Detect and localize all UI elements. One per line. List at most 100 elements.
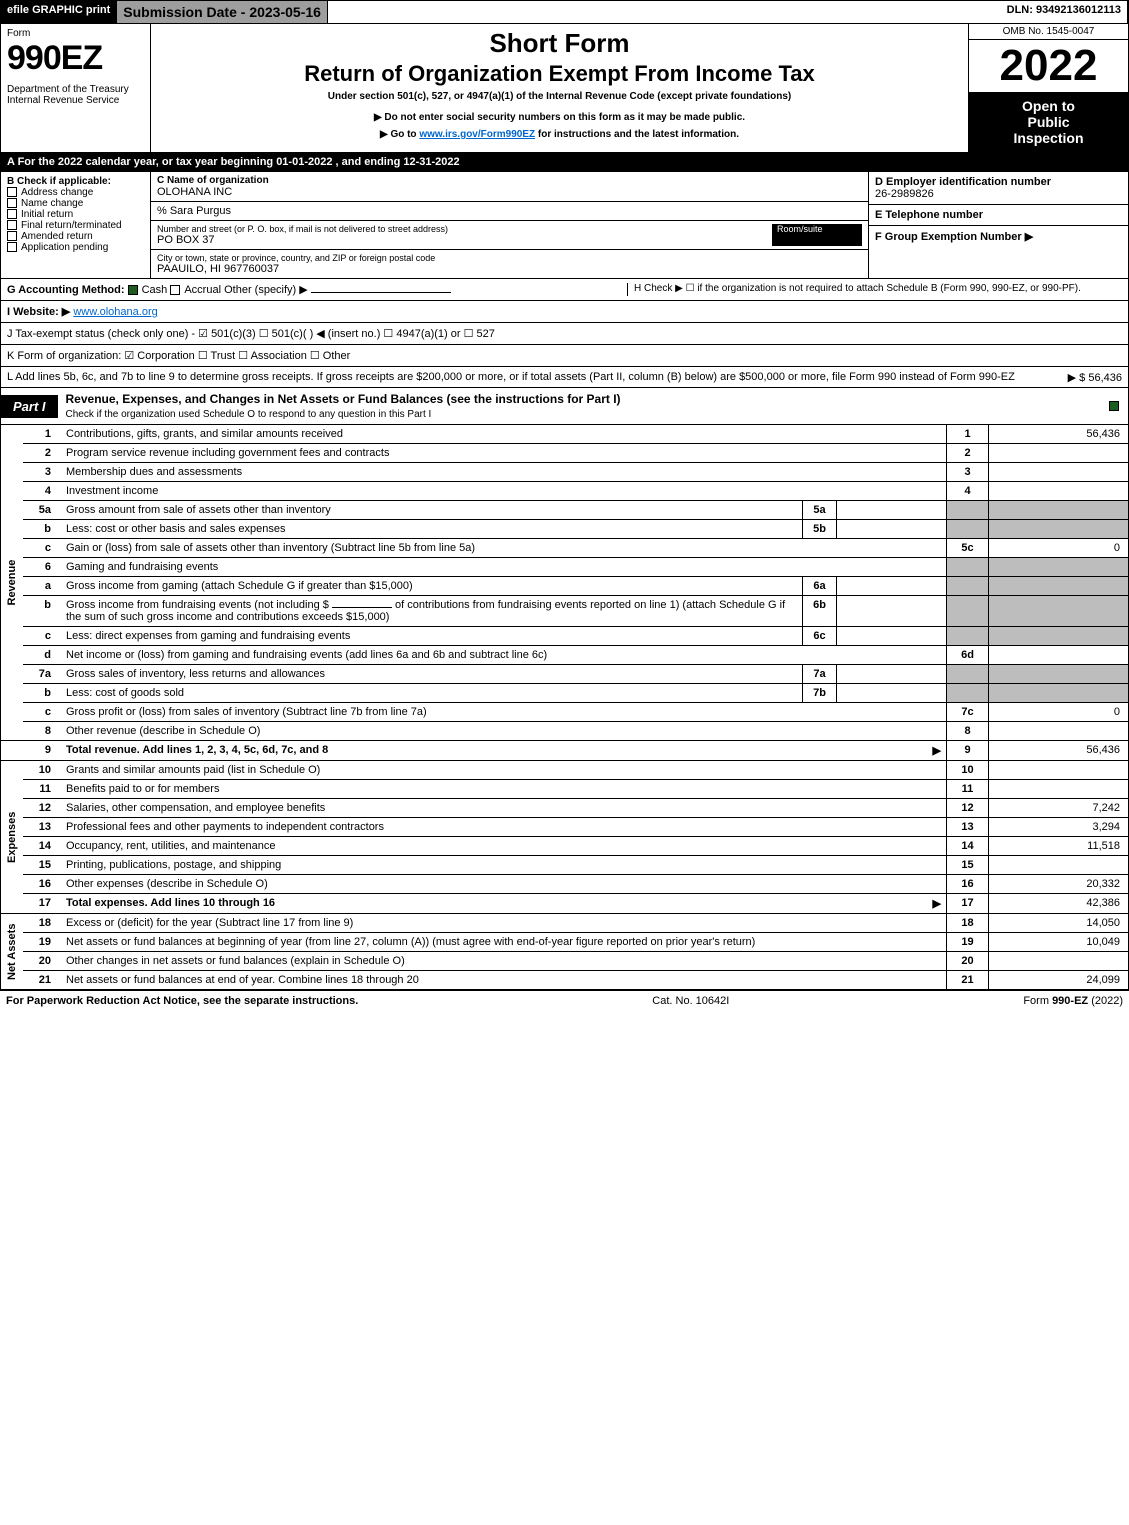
other-method-input[interactable] xyxy=(311,292,451,293)
sn-6a: 6a xyxy=(803,577,837,596)
rn-3: 3 xyxy=(947,463,989,482)
vlabel-netassets: Net Assets xyxy=(1,914,24,990)
rn-6c-shade xyxy=(947,627,989,646)
footer-mid: Cat. No. 10642I xyxy=(652,995,729,1007)
desc-15: Printing, publications, postage, and shi… xyxy=(61,856,947,875)
sn-7a: 7a xyxy=(803,665,837,684)
desc-16: Other expenses (describe in Schedule O) xyxy=(61,875,947,894)
rn-16: 16 xyxy=(947,875,989,894)
care-of: % Sara Purgus xyxy=(151,202,868,221)
val-19: 10,049 xyxy=(989,933,1129,952)
note-ssn: ▶ Do not enter social security numbers o… xyxy=(157,112,962,123)
val-6b-shade xyxy=(989,596,1129,627)
section-b-title: B Check if applicable: xyxy=(7,176,144,187)
val-16: 20,332 xyxy=(989,875,1129,894)
rn-6a-shade xyxy=(947,577,989,596)
f-group-exemption: F Group Exemption Number ▶ xyxy=(869,226,1128,247)
val-14: 11,518 xyxy=(989,837,1129,856)
chk-initial-return[interactable] xyxy=(7,209,17,219)
rn-13: 13 xyxy=(947,818,989,837)
chk-final-return[interactable] xyxy=(7,220,17,230)
ln-1: 1 xyxy=(23,425,61,444)
rn-7c: 7c xyxy=(947,703,989,722)
desc-7c: Gross profit or (loss) from sales of inv… xyxy=(61,703,947,722)
lbl-application-pending: Application pending xyxy=(21,242,108,253)
desc-17: Total expenses. Add lines 10 through 16 xyxy=(66,897,275,909)
val-6c-shade xyxy=(989,627,1129,646)
subtitle: Under section 501(c), 527, or 4947(a)(1)… xyxy=(157,91,962,102)
chk-accrual[interactable] xyxy=(170,285,180,295)
desc-21: Net assets or fund balances at end of ye… xyxy=(61,971,947,990)
desc-20: Other changes in net assets or fund bala… xyxy=(61,952,947,971)
row-j-tax-exempt: J Tax-exempt status (check only one) - ☑… xyxy=(0,323,1129,345)
irs-link[interactable]: www.irs.gov/Form990EZ xyxy=(419,129,535,140)
chk-amended-return[interactable] xyxy=(7,231,17,241)
val-6d xyxy=(989,646,1129,665)
chk-cash[interactable] xyxy=(128,285,138,295)
sv-6b xyxy=(837,596,947,627)
title-short-form: Short Form xyxy=(157,28,962,59)
ln-7a: 7a xyxy=(23,665,61,684)
rn-6-shade xyxy=(947,558,989,577)
val-5b-shade xyxy=(989,520,1129,539)
open-line2: Public xyxy=(973,114,1124,130)
chk-schedule-o-part1[interactable] xyxy=(1109,401,1119,411)
goto-post: for instructions and the latest informat… xyxy=(535,129,739,140)
part1-table: Revenue 1 Contributions, gifts, grants, … xyxy=(0,425,1129,990)
rn-11: 11 xyxy=(947,780,989,799)
sv-5b xyxy=(837,520,947,539)
row-i-website: I Website: ▶ www.olohana.org xyxy=(0,301,1129,323)
ein: 26-2989826 xyxy=(875,188,1122,200)
lbl-amended-return: Amended return xyxy=(21,231,93,242)
val-4 xyxy=(989,482,1129,501)
desc-2: Program service revenue including govern… xyxy=(61,444,947,463)
sv-7a xyxy=(837,665,947,684)
rn-2: 2 xyxy=(947,444,989,463)
ln-16: 16 xyxy=(23,875,61,894)
rn-7b-shade xyxy=(947,684,989,703)
sv-6a xyxy=(837,577,947,596)
ln-6a: a xyxy=(23,577,61,596)
ln-13: 13 xyxy=(23,818,61,837)
sv-5a xyxy=(837,501,947,520)
ln-5b: b xyxy=(23,520,61,539)
val-2 xyxy=(989,444,1129,463)
city-state-zip: PAAUILO, HI 967760037 xyxy=(157,263,862,275)
vlabel-expenses: Expenses xyxy=(1,761,24,914)
l-text: L Add lines 5b, 6c, and 7b to line 9 to … xyxy=(7,371,1015,383)
chk-name-change[interactable] xyxy=(7,198,17,208)
part1-label: Part I xyxy=(1,395,58,418)
website-link[interactable]: www.olohana.org xyxy=(73,306,157,318)
desc-6a: Gross income from gaming (attach Schedul… xyxy=(61,577,803,596)
ln-17: 17 xyxy=(23,894,61,914)
desc-7a: Gross sales of inventory, less returns a… xyxy=(61,665,803,684)
ln-15: 15 xyxy=(23,856,61,875)
sn-6b: 6b xyxy=(803,596,837,627)
section-a-taxyear: A For the 2022 calendar year, or tax yea… xyxy=(0,153,1129,172)
rn-5b-shade xyxy=(947,520,989,539)
val-15 xyxy=(989,856,1129,875)
rn-6d: 6d xyxy=(947,646,989,665)
row-g-h: G Accounting Method: Cash Accrual Other … xyxy=(0,279,1129,301)
c-label: C Name of organization xyxy=(157,175,862,186)
chk-application-pending[interactable] xyxy=(7,242,17,252)
arrow-17: ▶ xyxy=(933,897,941,910)
page-footer: For Paperwork Reduction Act Notice, see … xyxy=(0,990,1129,1011)
val-20 xyxy=(989,952,1129,971)
rn-1: 1 xyxy=(947,425,989,444)
ln-11: 11 xyxy=(23,780,61,799)
desc-6b: Gross income from fundraising events (no… xyxy=(61,596,803,627)
rn-12: 12 xyxy=(947,799,989,818)
contrib-amount-input[interactable] xyxy=(332,607,392,608)
top-bar: efile GRAPHIC print Submission Date - 20… xyxy=(0,0,1129,24)
val-5c: 0 xyxy=(989,539,1129,558)
chk-address-change[interactable] xyxy=(7,187,17,197)
val-17: 42,386 xyxy=(989,894,1129,914)
rn-14: 14 xyxy=(947,837,989,856)
rn-6b-shade xyxy=(947,596,989,627)
rn-21: 21 xyxy=(947,971,989,990)
sections-b-to-f: B Check if applicable: Address change Na… xyxy=(0,172,1129,279)
ln-9: 9 xyxy=(23,741,61,761)
open-to-public: Open to Public Inspection xyxy=(969,92,1128,152)
val-9: 56,436 xyxy=(989,741,1129,761)
